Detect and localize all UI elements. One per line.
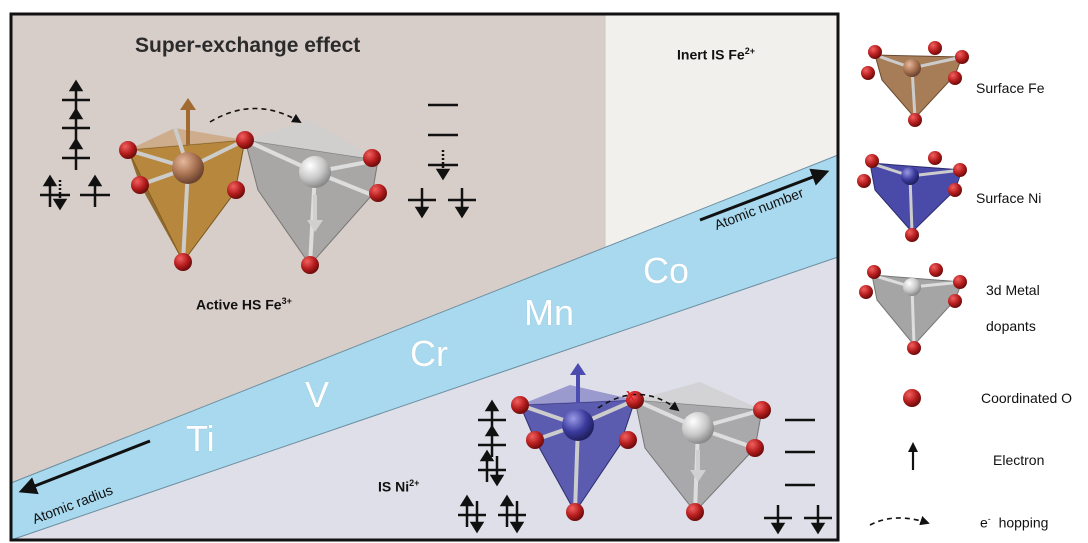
- legend-electron-label: Electron: [993, 452, 1045, 468]
- oxygen-atoms-lower: [511, 391, 771, 521]
- panel-frame: [9, 12, 840, 542]
- fe-electron-levels: [40, 79, 110, 211]
- element-co: Co: [643, 250, 690, 291]
- is-ni-label: IS Ni2+: [378, 478, 420, 495]
- inert-region: [605, 14, 838, 247]
- legend-hopping-label: e- hopping: [980, 514, 1049, 531]
- element-ti: Ti: [186, 418, 215, 459]
- legend-surface-ni-label: Surface Ni: [976, 190, 1042, 206]
- element-mn: Mn: [524, 292, 575, 333]
- atomic-radius-arrow: [18, 439, 151, 495]
- dopant-spin-arrow-lower: [690, 450, 706, 482]
- legend-hopping-icon: [869, 516, 930, 526]
- dopant-atom-lower: [682, 412, 714, 444]
- legend-dopants-label-1: 3d Metal: [986, 282, 1040, 298]
- dopant-polyhedron-upper: [244, 120, 379, 266]
- dopant-atom-upper: [299, 156, 331, 188]
- legend-dopants-label-2: dopants: [986, 318, 1036, 334]
- legend-dopant-icon: [859, 263, 967, 355]
- dopant-electron-levels-upper: [408, 103, 476, 219]
- dopant-electron-levels-lower: [764, 418, 832, 535]
- diagram-title: Super-exchange effect: [135, 34, 361, 57]
- legend-oxygen-label: Coordinated O: [981, 390, 1073, 406]
- element-v: V: [305, 374, 330, 415]
- atomic-number-arrow: [699, 168, 830, 222]
- legend-oxygen-icon: [903, 389, 921, 407]
- active-hs-fe-label: Active HS Fe3+: [196, 296, 292, 313]
- e-hopping-arrow-upper: [209, 107, 302, 123]
- legend-surface-fe-icon: [861, 41, 969, 127]
- inert-is-fe-label: Inert IS Fe2+: [677, 46, 755, 63]
- ni-atom: [562, 409, 594, 441]
- legend-surface-fe-label: Surface Fe: [976, 80, 1045, 96]
- oxygen-atoms-upper: [119, 131, 387, 274]
- fe-atom: [172, 152, 204, 184]
- e-hopping-arrow-lower: [597, 393, 680, 412]
- legend-electron-icon: [908, 442, 918, 470]
- ni-spin-arrow: [570, 363, 586, 403]
- dopant-spin-arrow: [307, 195, 323, 232]
- fe-spin-arrow: [180, 98, 196, 145]
- element-cr: Cr: [410, 333, 448, 374]
- legend-surface-ni-icon: [857, 151, 967, 242]
- hop-blocked-mark: x: [626, 385, 636, 407]
- ni-electron-levels: [458, 399, 526, 534]
